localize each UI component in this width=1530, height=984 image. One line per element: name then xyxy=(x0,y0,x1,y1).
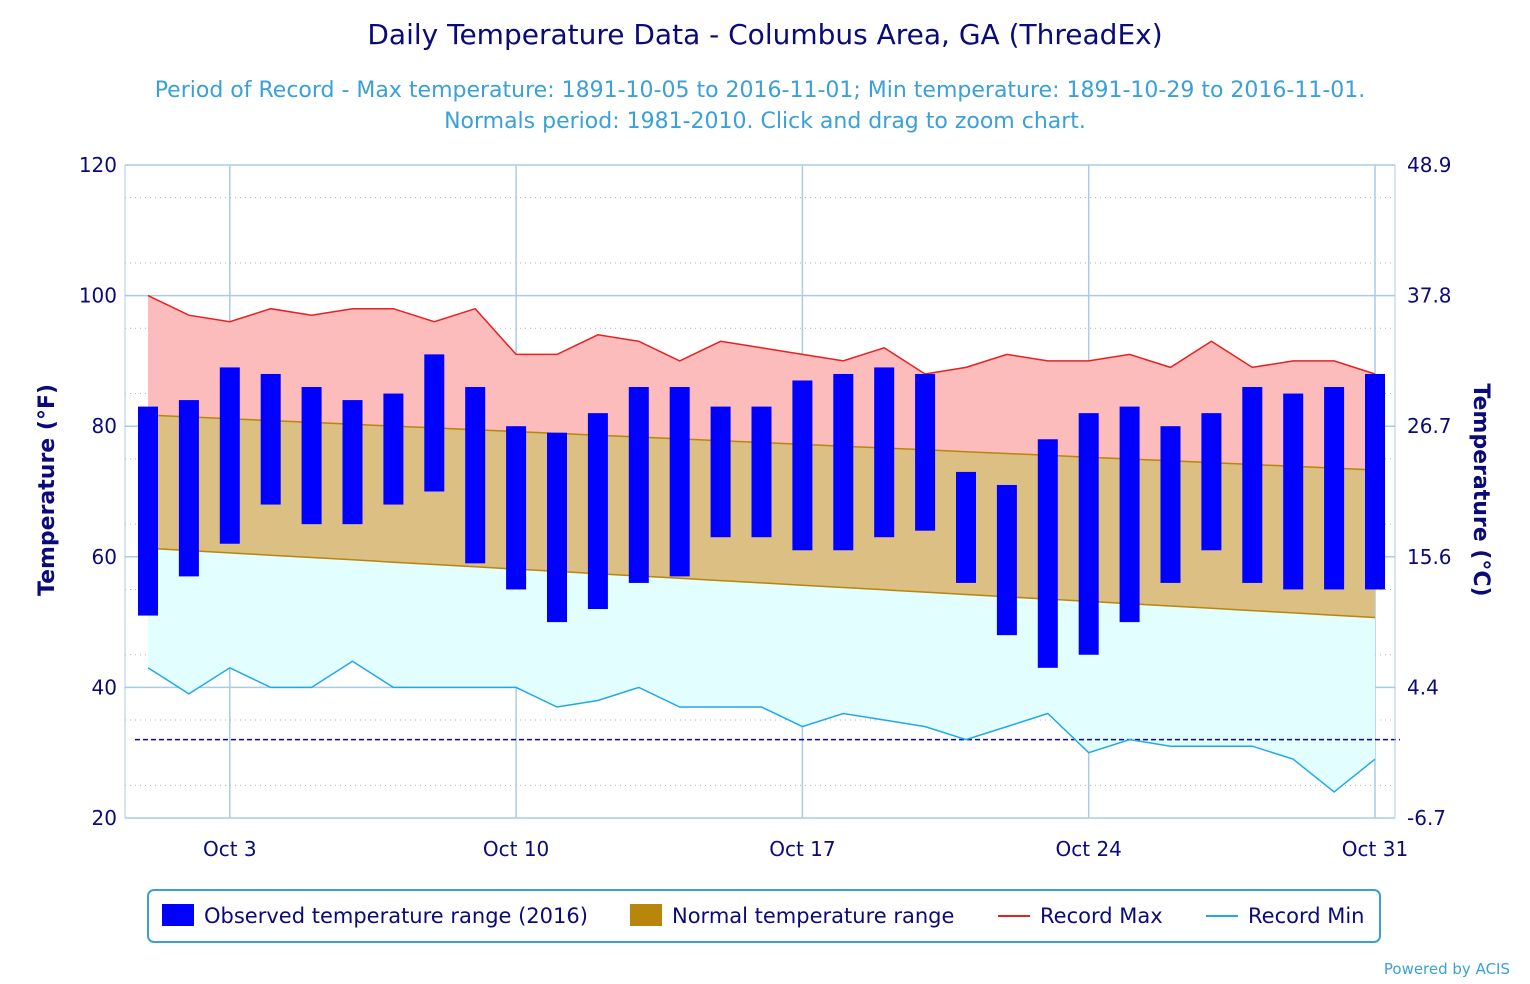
observed-range-bar xyxy=(956,471,976,583)
legend: Observed temperature range (2016) Normal… xyxy=(147,889,1381,943)
observed-range-bar xyxy=(915,373,936,531)
chart-title: Daily Temperature Data - Columbus Area, … xyxy=(367,18,1162,51)
observed-range-bar xyxy=(874,367,895,538)
record-max-band xyxy=(148,295,1375,470)
chart-subtitle-line-1: Period of Record - Max temperature: 1891… xyxy=(155,78,1366,103)
observed-range-bar xyxy=(1201,413,1222,551)
y-tick-label-left: 80 xyxy=(92,414,117,438)
chart-subtitle-line-2: Normals period: 1981-2010. Click and dra… xyxy=(444,109,1086,134)
legend-label-normal: Normal temperature range xyxy=(672,904,954,928)
legend-swatch-normal xyxy=(630,904,662,926)
observed-range-bar xyxy=(1160,426,1181,583)
observed-range-bar xyxy=(465,387,486,564)
plot-area: 20 -6.7 40 4.4 60 15.6 80 26.7 100 37.8 120 48.9 Oct… xyxy=(79,153,1452,861)
legend-label-record-max: Record Max xyxy=(1040,904,1163,928)
observed-range-bar xyxy=(751,406,772,538)
observed-range-bar xyxy=(424,354,445,492)
observed-range-bar xyxy=(1324,387,1345,590)
observed-range-bar xyxy=(1119,406,1140,623)
acis-credit-link[interactable]: Powered by ACIS xyxy=(1384,960,1510,978)
observed-range-bar xyxy=(1242,387,1263,583)
x-tick-label: Oct 31 xyxy=(1342,837,1408,861)
legend-box xyxy=(147,889,1381,943)
y-tick-label-right: -6.7 xyxy=(1407,806,1446,830)
record-min-line xyxy=(147,660,1376,793)
observed-range-bar xyxy=(342,400,363,525)
y-tick-label-left: 100 xyxy=(79,284,117,308)
observed-range-bar xyxy=(833,373,854,551)
y-axis-title-right: Temperature (°C) xyxy=(1468,383,1493,596)
observed-range-bar xyxy=(506,426,527,590)
x-tick-label: Oct 3 xyxy=(203,837,257,861)
observed-range-bar xyxy=(710,406,731,538)
observed-range-bar xyxy=(1365,373,1385,590)
legend-swatch-observed xyxy=(162,904,194,926)
observed-range-bar xyxy=(587,413,608,610)
observed-range-bar xyxy=(260,373,281,505)
observed-range-bar xyxy=(792,380,813,551)
x-tick-label: Oct 10 xyxy=(483,837,549,861)
y-tick-label-left: 60 xyxy=(92,545,117,569)
observed-range-bar xyxy=(219,367,240,544)
y-tick-label-left: 20 xyxy=(92,806,117,830)
legend-label-record-min: Record Min xyxy=(1248,904,1365,928)
legend-item-record-max[interactable]: Record Max xyxy=(998,904,1163,928)
observed-range-bar xyxy=(138,406,158,616)
y-tick-label-right: 26.7 xyxy=(1407,414,1452,438)
observed-range-bar xyxy=(178,400,199,577)
y-tick-label-right: 15.6 xyxy=(1407,545,1452,569)
y-tick-label-left: 40 xyxy=(92,675,117,699)
y-tick-label-left: 120 xyxy=(79,153,117,177)
legend-item-record-min[interactable]: Record Min xyxy=(1206,904,1365,928)
observed-range-bar xyxy=(669,387,690,577)
observed-range-bar xyxy=(1078,413,1099,655)
record-max-line xyxy=(147,294,1376,375)
legend-item-observed[interactable]: Observed temperature range (2016) xyxy=(162,904,588,928)
observed-range-bar xyxy=(1037,439,1058,668)
y-tick-label-right: 48.9 xyxy=(1407,153,1452,177)
observed-range-bar xyxy=(1283,393,1304,590)
y-tick-label-right: 37.8 xyxy=(1407,284,1452,308)
legend-label-observed: Observed temperature range (2016) xyxy=(204,904,588,928)
observed-range-bar xyxy=(628,387,649,583)
record-min-band xyxy=(148,548,1375,792)
y-tick-label-right: 4.4 xyxy=(1407,675,1439,699)
observed-range-bar xyxy=(996,484,1017,636)
x-tick-label: Oct 17 xyxy=(769,837,835,861)
y-axis-title-left: Temperature (°F) xyxy=(35,384,60,596)
observed-range-bar xyxy=(301,387,322,525)
observed-range-bar xyxy=(547,432,567,623)
x-tick-label: Oct 24 xyxy=(1056,837,1122,861)
normal-low-line xyxy=(147,547,1376,619)
legend-item-normal[interactable]: Normal temperature range xyxy=(630,904,954,928)
observed-range-bar xyxy=(383,393,404,505)
